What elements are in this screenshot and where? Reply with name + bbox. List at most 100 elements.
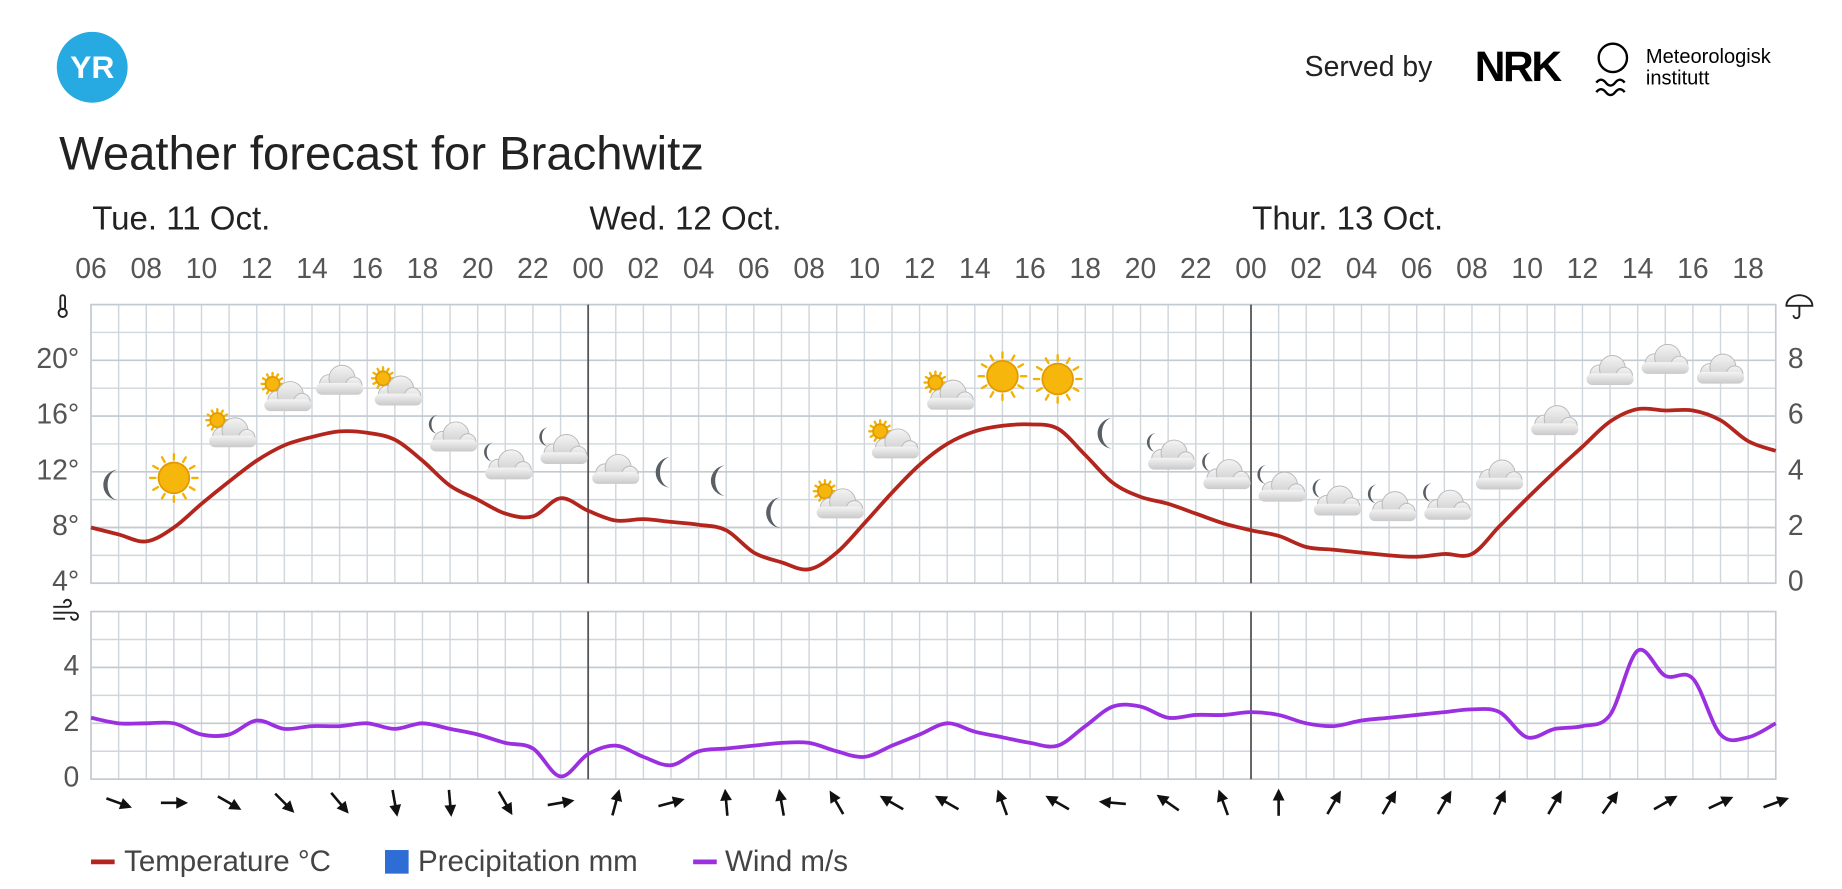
y-tick-label: 4° <box>52 566 79 598</box>
logo[interactable] <box>56 31 128 103</box>
arrow-head <box>444 804 457 817</box>
y-tick-label: 16° <box>36 399 79 431</box>
sun-ray <box>223 413 229 418</box>
sun-ray <box>372 371 377 376</box>
met-waves <box>1595 78 1626 97</box>
wind-arrow <box>1547 790 1562 815</box>
arrow-head <box>1329 790 1341 804</box>
x-tick-label: 10 <box>1511 253 1543 285</box>
day-label: Thur. 13 Oct. <box>1252 201 1443 238</box>
sun-ray <box>980 384 988 390</box>
wind-arrow <box>274 792 295 813</box>
arrow-head <box>1664 795 1678 807</box>
legend-swatch <box>385 850 409 874</box>
weather-icon <box>1586 355 1634 386</box>
page-title: Weather forecast for Brachwitz <box>59 127 704 180</box>
weather-icon <box>103 469 119 501</box>
sun-ray <box>989 390 995 398</box>
umbrella-icon <box>1785 294 1814 320</box>
sun-ray <box>924 375 930 380</box>
panel-border <box>90 303 1777 585</box>
x-tick-label: 16 <box>1677 253 1709 285</box>
sun-disc <box>209 412 226 429</box>
weather-icon <box>148 452 199 503</box>
weather-icon <box>710 465 727 497</box>
moon <box>710 465 727 497</box>
sun-ray <box>873 420 878 426</box>
x-tick-label: 08 <box>1456 253 1488 285</box>
y2-tick-label: 4 <box>1788 454 1804 486</box>
legend: Temperature °C Precipitation mm Wind m/s <box>91 845 848 878</box>
wind-arrow <box>829 790 845 815</box>
arrow-head <box>1495 789 1506 804</box>
sun-ray <box>1065 393 1071 401</box>
arrow-head <box>1440 790 1452 804</box>
sun-ray <box>275 373 280 378</box>
x-tick-label: 10 <box>849 253 881 285</box>
x-tick-label: 16 <box>1014 253 1046 285</box>
weather-icon <box>1475 459 1524 490</box>
sun-ray <box>1072 387 1080 393</box>
cloud-part <box>927 397 975 410</box>
wind-arrow <box>1326 790 1341 815</box>
arrow-head <box>176 796 189 809</box>
sun-disc <box>264 375 281 392</box>
logo-text: YR <box>70 49 114 85</box>
cloud-part <box>1696 371 1745 384</box>
sun-disc <box>927 374 944 391</box>
cloud <box>540 434 588 465</box>
cloud <box>1258 471 1306 502</box>
weather-icon <box>260 371 312 412</box>
wind-arrow <box>106 797 132 810</box>
y-tick-label: 4 <box>63 650 79 682</box>
x-tick-label: 04 <box>1346 253 1378 285</box>
cloud <box>871 428 920 459</box>
header: YR Served by NRK Meteorologisk institutt <box>56 31 1772 103</box>
cloud <box>1696 353 1745 384</box>
cloud <box>1531 405 1579 436</box>
wind-arrow <box>934 795 960 811</box>
arrow-head <box>1098 796 1112 809</box>
sun-disc <box>986 359 1019 393</box>
legend-label: Precipitation mm <box>418 845 638 878</box>
arrow-head <box>775 788 787 802</box>
arrow-head <box>829 790 841 804</box>
weather-icon <box>1097 417 1113 449</box>
arrow-head <box>720 788 732 801</box>
sun-ray <box>818 497 822 502</box>
sun-ray <box>261 386 267 391</box>
moon <box>655 456 672 488</box>
cloud <box>1203 459 1251 490</box>
sun-ray <box>160 456 166 464</box>
sun-ray <box>883 420 887 426</box>
x-tick-label: 22 <box>517 253 549 285</box>
y2-tick-label: 2 <box>1788 510 1804 542</box>
nrk-logo[interactable]: NRK <box>1475 44 1565 91</box>
weather-icon <box>1696 353 1745 384</box>
sun-ray <box>886 424 891 429</box>
y-tick-label: 2 <box>63 706 79 738</box>
cloud <box>374 375 422 406</box>
sun-ray <box>210 409 215 414</box>
sun-ray <box>206 423 212 427</box>
wind-arrow <box>330 792 349 814</box>
arrow-head <box>671 796 685 808</box>
sun-ray <box>188 464 196 470</box>
met-logo[interactable] <box>1597 42 1629 74</box>
sun-disc <box>1041 362 1074 396</box>
sun-ray <box>1010 390 1016 398</box>
sun-ray <box>376 384 380 390</box>
weather-icon <box>868 419 920 459</box>
sun-ray <box>181 492 187 500</box>
cloud <box>264 381 312 412</box>
cloud <box>1586 355 1634 386</box>
moon <box>766 497 782 529</box>
series-line <box>90 647 1777 779</box>
sun-ray <box>869 424 874 429</box>
sun-ray <box>265 390 270 395</box>
arrow-head <box>1606 791 1619 805</box>
cloud-part <box>485 467 533 480</box>
x-tick-label: 02 <box>1290 253 1322 285</box>
moon <box>484 442 494 462</box>
